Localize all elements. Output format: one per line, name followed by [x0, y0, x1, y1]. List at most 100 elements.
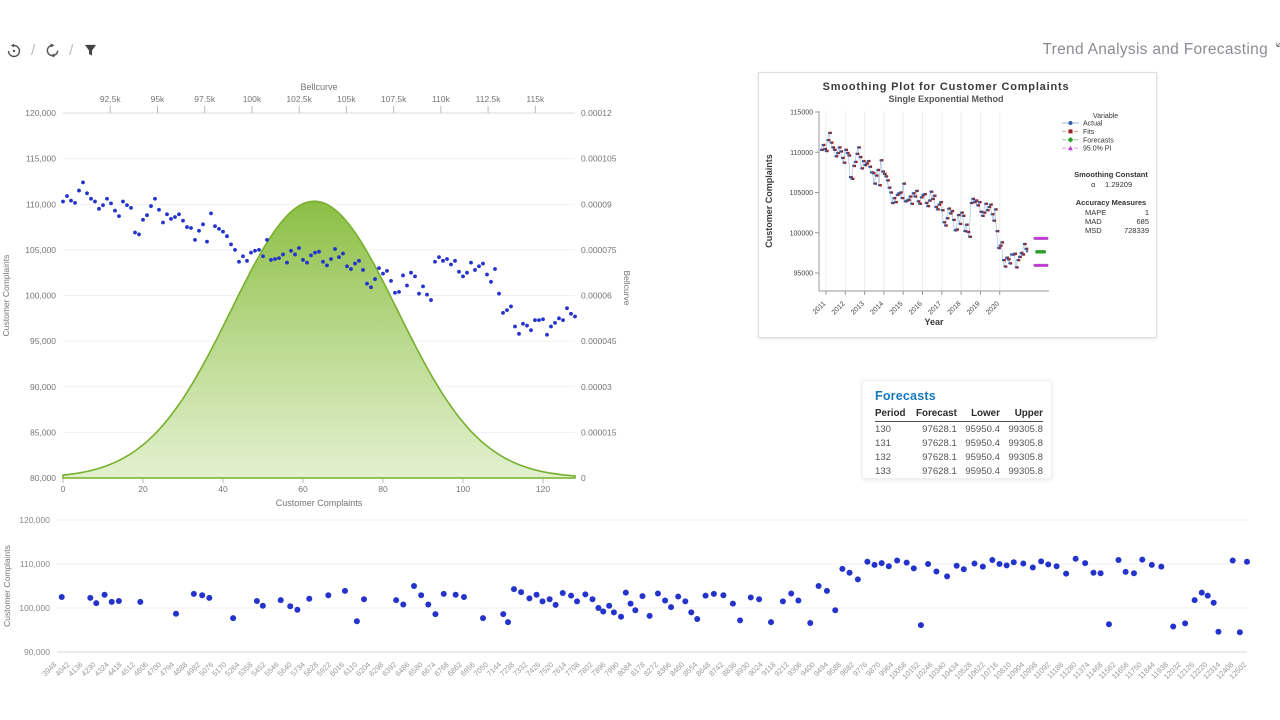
toolbar-separator: /: [69, 42, 74, 59]
table-row: 131 97628.1 95950.4 99305.8: [875, 436, 1043, 450]
svg-text:Customer Complaints: Customer Complaints: [1, 255, 11, 337]
svg-text:110,000: 110,000: [20, 559, 50, 569]
svg-text:90,000: 90,000: [30, 382, 56, 392]
table-cell: 99305.8: [1008, 465, 1043, 477]
svg-text:95,000: 95,000: [30, 336, 56, 346]
svg-text:α: α: [1091, 180, 1096, 189]
toolbar-separator: /: [31, 42, 36, 59]
table-row: 132 97628.1 95950.4 99305.8: [875, 450, 1043, 464]
svg-text:115k: 115k: [526, 94, 545, 104]
svg-text:2011: 2011: [812, 300, 828, 316]
svg-text:0.00006: 0.00006: [581, 291, 612, 301]
toolbar: / /: [6, 42, 98, 59]
column-header: Lower: [956, 407, 1000, 422]
svg-text:60: 60: [298, 484, 308, 494]
svg-text:100000: 100000: [790, 230, 813, 237]
table-cell: 131: [875, 437, 892, 449]
table-row: 130 97628.1 95950.4 99305.8: [875, 422, 1043, 437]
column-header: Period: [875, 407, 908, 422]
smoothing-plot-svg: Smoothing Plot for Customer ComplaintsSi…: [764, 81, 1149, 327]
svg-text:Year: Year: [924, 317, 944, 327]
table-cell: 97628.1: [922, 423, 957, 435]
svg-text:90,000: 90,000: [24, 647, 50, 657]
svg-text:Smoothing Plot for Customer Co: Smoothing Plot for Customer Complaints: [823, 81, 1070, 93]
smoothing-plot-card[interactable]: Smoothing Plot for Customer Complaints Si…: [758, 72, 1157, 338]
svg-text:102.5k: 102.5k: [286, 94, 312, 104]
svg-text:0.000075: 0.000075: [581, 245, 617, 255]
undo-history-icon[interactable]: [6, 43, 22, 59]
refresh-icon[interactable]: [44, 43, 60, 59]
svg-text:112.5k: 112.5k: [476, 94, 502, 104]
table-cell: 95950.4: [965, 437, 1000, 449]
svg-text:105k: 105k: [337, 94, 356, 104]
svg-text:2020: 2020: [985, 300, 1001, 316]
svg-text:0: 0: [581, 473, 586, 483]
svg-text:2018: 2018: [947, 300, 963, 316]
table-cell: 97628.1: [922, 465, 957, 477]
svg-text:100: 100: [456, 484, 470, 494]
svg-text:2017: 2017: [927, 300, 943, 316]
forecasts-card: Forecasts Period Forecast Lower Upper 130 976…: [862, 380, 1052, 479]
svg-text:97.5k: 97.5k: [194, 94, 216, 104]
svg-text:Bellcurve: Bellcurve: [300, 82, 337, 92]
svg-text:95000: 95000: [794, 271, 814, 278]
svg-text:0.000105: 0.000105: [581, 154, 617, 164]
svg-text:685: 685: [1136, 217, 1149, 226]
table-cell: 132: [875, 451, 892, 463]
svg-text:92.5k: 92.5k: [100, 94, 122, 104]
svg-text:Accuracy Measures: Accuracy Measures: [1076, 198, 1146, 207]
svg-text:95.0% PI: 95.0% PI: [1083, 146, 1111, 153]
svg-text:115,000: 115,000: [26, 154, 56, 164]
svg-text:20: 20: [138, 484, 148, 494]
svg-text:Customer Complaints: Customer Complaints: [764, 154, 774, 248]
svg-text:2014: 2014: [869, 300, 885, 316]
svg-text:1: 1: [1145, 208, 1149, 217]
svg-text:0.000045: 0.000045: [581, 336, 617, 346]
table-cell: 130: [875, 423, 892, 435]
svg-text:1.29209: 1.29209: [1105, 180, 1132, 189]
svg-text:2015: 2015: [889, 300, 905, 316]
svg-text:2012: 2012: [831, 300, 847, 316]
svg-text:40: 40: [218, 484, 228, 494]
svg-text:0.00003: 0.00003: [581, 382, 612, 392]
svg-text:2013: 2013: [850, 300, 866, 316]
svg-text:728339: 728339: [1124, 226, 1149, 235]
svg-text:MAPE: MAPE: [1085, 208, 1106, 217]
svg-text:120: 120: [536, 484, 550, 494]
svg-text:2019: 2019: [966, 300, 982, 316]
svg-text:120,000: 120,000: [25, 108, 56, 118]
table-row: 133 97628.1 95950.4 99305.8: [875, 464, 1043, 478]
expand-icon[interactable]: ⤢: [1276, 33, 1280, 50]
svg-text:0.00012: 0.00012: [581, 108, 612, 118]
table-cell: 97628.1: [922, 451, 957, 463]
svg-text:107.5k: 107.5k: [381, 94, 407, 104]
svg-text:80,000: 80,000: [30, 473, 56, 483]
svg-text:80: 80: [378, 484, 388, 494]
bottom-scatter-chart[interactable]: 120,000 110,000 100,000 90,000 Customer Comp…: [0, 500, 1280, 718]
table-cell: 99305.8: [1008, 437, 1043, 449]
forecasts-table: Period Forecast Lower Upper 130 97628.1 95950.…: [875, 407, 1043, 478]
svg-text:Bellcurve: Bellcurve: [622, 271, 632, 306]
main-chart-svg: Bellcurve 92.5k 95k 97.5k 100k 102.5k 105k 107.…: [1, 82, 632, 508]
table-cell: 97628.1: [922, 437, 957, 449]
svg-text:Smoothing Constant: Smoothing Constant: [1074, 170, 1148, 179]
page-title: Trend Analysis and Forecasting: [1042, 41, 1268, 58]
svg-text:MSD: MSD: [1085, 226, 1102, 235]
main-scatter-bellcurve-chart[interactable]: Bellcurve 92.5k 95k 97.5k 100k 102.5k 105k 107.…: [0, 78, 642, 514]
svg-text:0: 0: [61, 484, 66, 494]
svg-text:Variable: Variable: [1093, 113, 1118, 120]
bottom-chart-svg: 120,000 110,000 100,000 90,000 Customer Comp…: [2, 515, 1250, 681]
filter-icon[interactable]: [82, 43, 98, 59]
svg-text:Fits: Fits: [1083, 129, 1095, 136]
table-cell: 133: [875, 465, 892, 477]
table-cell: 95950.4: [965, 423, 1000, 435]
svg-text:110k: 110k: [432, 94, 451, 104]
svg-text:95k: 95k: [151, 94, 165, 104]
table-cell: 99305.8: [1008, 423, 1043, 435]
svg-text:0.00009: 0.00009: [581, 199, 612, 209]
svg-text:85,000: 85,000: [30, 427, 56, 437]
svg-text:Forecasts: Forecasts: [1083, 137, 1114, 144]
svg-text:105,000: 105,000: [25, 245, 56, 255]
svg-text:110000: 110000: [790, 150, 813, 157]
